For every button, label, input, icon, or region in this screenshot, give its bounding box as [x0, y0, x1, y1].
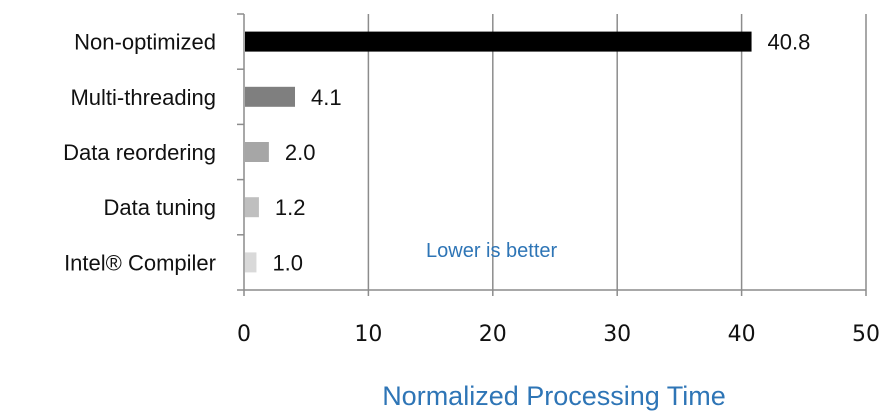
x-tick-label: 10: [354, 322, 382, 347]
bars: [245, 31, 752, 273]
bar: [245, 142, 269, 162]
annotation-lower-is-better: Lower is better: [426, 240, 558, 262]
category-label: Multi-threading: [70, 85, 216, 110]
category-label: Data reordering: [63, 140, 216, 165]
x-tick-label: 20: [479, 322, 507, 347]
value-labels: 40.8 4.1 2.0 1.2 1.0: [272, 30, 810, 276]
category-label: Data tuning: [103, 195, 216, 220]
bar: [245, 197, 259, 218]
value-label: 40.8: [768, 30, 811, 55]
bar: [245, 86, 296, 107]
value-label: 2.0: [285, 140, 316, 165]
bar: [245, 31, 752, 52]
category-label: Non-optimized: [74, 30, 216, 55]
x-tick-label: 0: [237, 322, 251, 347]
category-labels: Non-optimized Multi-threading Data reorder…: [63, 30, 216, 276]
x-tick-label: 30: [603, 322, 631, 347]
value-label: 4.1: [311, 85, 342, 110]
x-tick-label: 50: [852, 322, 880, 347]
x-tick-labels: 0 10 20 30 40 50: [237, 322, 880, 347]
bar: [245, 252, 257, 273]
value-label: 1.0: [272, 250, 303, 275]
value-label: 1.2: [275, 195, 306, 220]
category-label: Intel® Compiler: [64, 250, 216, 275]
x-axis-label: Normalized Processing Time: [382, 381, 726, 411]
x-tick-label: 40: [728, 322, 756, 347]
grid-lines: [237, 13, 867, 296]
